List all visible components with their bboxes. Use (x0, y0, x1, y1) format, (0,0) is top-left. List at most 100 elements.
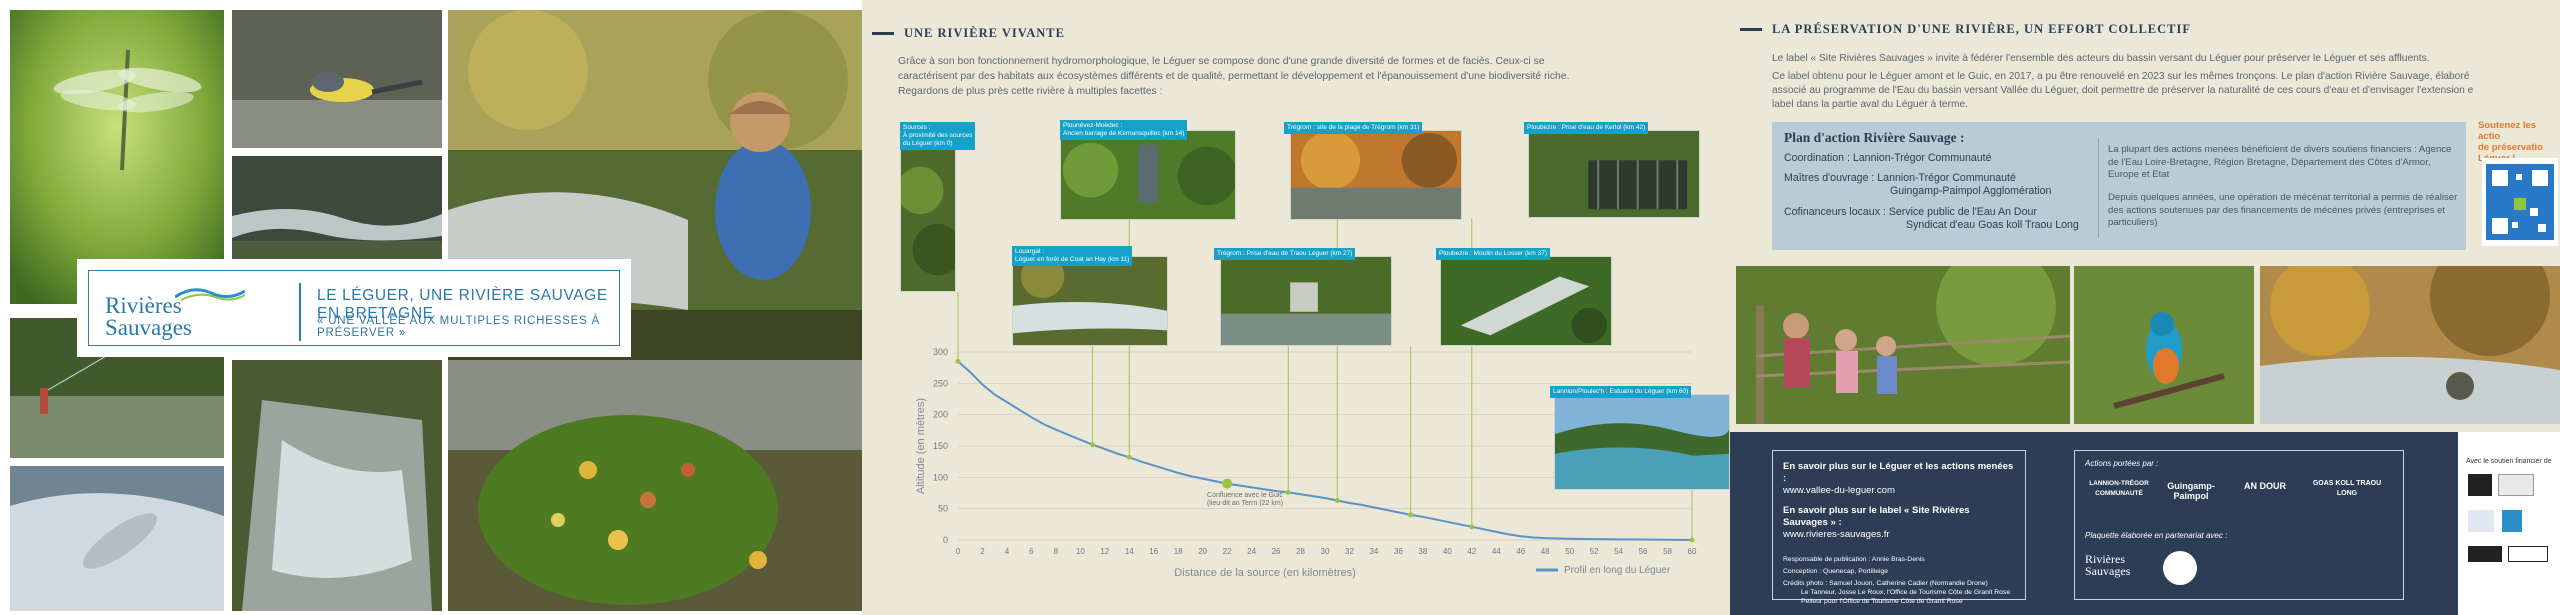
plan-maitres-ouvrage: Maîtres d'ouvrage : Lannion-Trégor Commu… (1784, 172, 2016, 184)
cover-subtitle: « UNE VALLÉE AUX MULTIPLES RICHESSES À P… (317, 315, 601, 339)
data-point (1334, 498, 1340, 504)
caption-kernansquillec: Plounévez-Moëdec : Ancien barrage de Kern… (1060, 120, 1188, 140)
y-tick-label: 150 (933, 441, 948, 451)
x-tick-label: 24 (1247, 547, 1256, 556)
x-tick-label: 8 (1054, 547, 1059, 556)
intro-paragraph: Grâce à son bon fonctionnement hydromorp… (898, 56, 1570, 97)
photo-autumn-river (2260, 266, 2560, 424)
photo-moulin-losser (1440, 256, 1612, 346)
x-tick-label: 54 (1614, 547, 1623, 556)
logo-goas-koll: GOAS KOLL TRAOU LONG (2312, 480, 2382, 497)
caption-moulin-losser: Ploubezre : Moulin du Losser (km 37) (1436, 248, 1551, 260)
y-tick-label: 100 (933, 472, 948, 482)
data-point (1469, 524, 1475, 530)
x-tick-label: 36 (1394, 547, 1403, 556)
x-tick-label: 26 (1272, 547, 1281, 556)
x-tick-label: 42 (1467, 547, 1476, 556)
logo-rivieres-sauvages-footer: Rivières Sauvages (2085, 552, 2131, 578)
data-point (1689, 537, 1695, 543)
x-tick-label: 22 (1223, 547, 1232, 556)
photo-wagtail (232, 10, 442, 148)
data-point (1126, 454, 1132, 460)
action-plan-box: Plan d'action Rivière Sauvage : Coordina… (1772, 122, 2466, 250)
x-tick-label: 4 (1005, 547, 1010, 556)
photo-credits: Crédits photo : Samuel Jouon, Catherine … (1783, 580, 1988, 587)
x-tick-label: 56 (1639, 547, 1648, 556)
photo-credits-3: Pelleur pour l'Office de Tourisme Côte d… (1801, 598, 1963, 605)
photo-kernansquillec (1060, 130, 1236, 220)
plan-cofinanceurs: Cofinanceurs locaux : Service public de … (1784, 206, 2037, 218)
photo-kerlol (1528, 130, 1700, 218)
funder-logo-3 (2468, 546, 2502, 562)
preservation-intro: Le label « Site Rivières Sauvages » invi… (1772, 53, 2474, 110)
confluence-annotation: Confluence avec le Guic (lieu-dit an Terr… (1206, 492, 1284, 507)
x-tick-label: 50 (1565, 547, 1574, 556)
photo-fisherman (10, 318, 224, 458)
caption-sources: Sources :À proximité des sources du Légue… (900, 122, 976, 150)
x-tick-label: 60 (1688, 547, 1697, 556)
y-tick-label: 200 (933, 410, 948, 420)
link-vallee-du-leguer[interactable]: www.vallee-du-leguer.com (1783, 485, 1895, 496)
data-point (1222, 478, 1233, 489)
photo-coat-an-hay (1012, 256, 1168, 346)
plan-mecenat: Depuis quelques années, une opération de… (2108, 192, 2458, 228)
y-tick-label: 250 (933, 378, 948, 388)
design-credit: Conception : Quenecap, Portilleige (1783, 568, 1889, 575)
rivieres-sauvages-logo: Rivières Sauvages (105, 285, 255, 345)
data-point (955, 358, 961, 364)
footer-band: En savoir plus sur le Léguer et les acti… (1730, 432, 2560, 615)
y-tick-label: 300 (933, 347, 948, 357)
link-rivieres-sauvages[interactable]: www.rivieres-sauvages.fr (1783, 529, 1890, 540)
info-box: En savoir plus sur le Léguer et les acti… (1772, 450, 2026, 605)
caption-traou-leguer: Trégrom : Prise d'eau de Traou Léguer (k… (1214, 248, 1356, 260)
photo-mossy-rock (448, 360, 862, 611)
qr-code[interactable] (2482, 158, 2558, 246)
info-label-label: En savoir plus sur le label « Site Riviè… (1783, 505, 1970, 528)
x-tick-label: 30 (1321, 547, 1330, 556)
y-tick-label: 0 (943, 535, 948, 545)
cover-panel: Rivières Sauvages LE LÉGUER, UNE RIVIÈRE … (0, 0, 862, 615)
funder-logo-4 (2508, 546, 2548, 562)
photo-traou-leguer (1220, 256, 1392, 346)
photo-salmon (10, 466, 224, 611)
cover-title: LE LÉGUER, UNE RIVIÈRE SAUVAGE EN BRETAG… (317, 287, 608, 322)
logo-line2: Sauvages (105, 315, 192, 340)
funder-logo-1 (2468, 474, 2492, 496)
plan-cofinanceurs-2: Syndicat d'eau Goas koll Traou Long (1906, 219, 2079, 231)
photo-sources (900, 140, 956, 292)
x-tick-label: 32 (1345, 547, 1354, 556)
funders-zone: Avec le soutien financier de (2458, 432, 2560, 615)
logo-wave-icon (175, 288, 245, 301)
title-card: Rivières Sauvages LE LÉGUER, UNE RIVIÈRE … (80, 262, 628, 354)
caption-plage-tregrom: Trégrom : site de la plage de Trégrom (k… (1284, 122, 1423, 134)
funders-label: Avec le soutien financier de (2466, 458, 2552, 465)
funder-logo-agence-eau (2502, 510, 2522, 532)
y-axis-label: Altitude (en mètres) (915, 398, 927, 494)
funder-logo-2 (2498, 474, 2534, 496)
x-tick-label: 46 (1516, 547, 1525, 556)
y-tick-label: 50 (938, 504, 948, 514)
x-tick-label: 40 (1443, 547, 1452, 556)
preservation-panel: LA PRÉSERVATION D'UNE RIVIÈRE, UN EFFORT… (1730, 0, 2560, 615)
photo-kingfisher (2074, 266, 2254, 424)
logo-an-dour: AN DOUR (2244, 481, 2286, 491)
photo-stream (232, 156, 442, 260)
x-tick-label: 44 (1492, 547, 1501, 556)
data-point (1090, 442, 1096, 448)
photo-estuaire (1554, 394, 1730, 490)
x-tick-label: 34 (1369, 547, 1378, 556)
photo-children-bridge (1736, 266, 2070, 424)
x-tick-label: 16 (1149, 547, 1158, 556)
plan-divider (2098, 138, 2099, 238)
photo-child-river (448, 10, 862, 364)
x-tick-label: 52 (1590, 547, 1599, 556)
x-tick-label: 0 (956, 547, 961, 556)
x-tick-label: 2 (980, 547, 985, 556)
caption-coat-an-hay: Louargat : Léguer en forêt de Coat an Hay… (1012, 246, 1133, 266)
plan-maitres-ouvrage-2: Guingamp-Paimpol Agglomération (1890, 185, 2052, 197)
actions-label: Actions portées par : (2085, 459, 2159, 468)
x-tick-label: 14 (1125, 547, 1134, 556)
photo-plage-tregrom (1290, 130, 1462, 220)
section-heading-riviere-vivante: UNE RIVIÈRE VIVANTE (872, 26, 1065, 41)
